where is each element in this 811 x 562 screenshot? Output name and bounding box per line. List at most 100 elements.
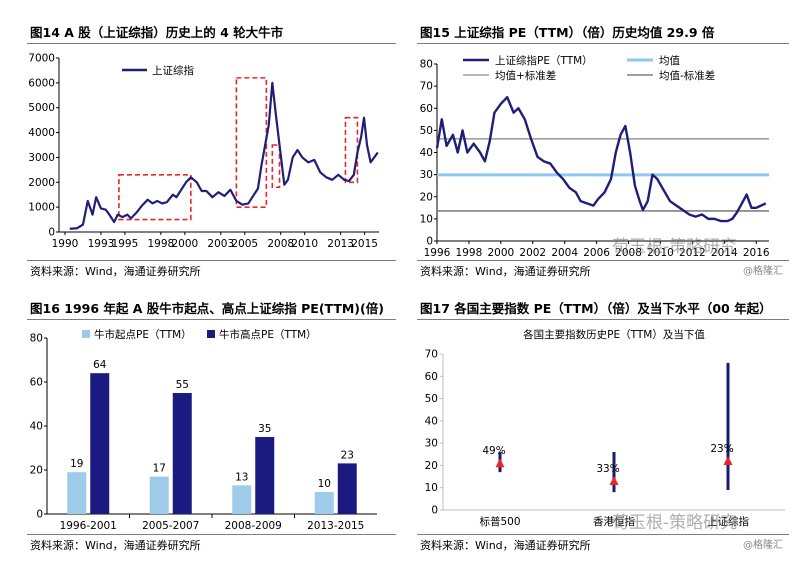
x-tick-label: 2012 xyxy=(679,247,706,259)
percentile-label: 33% xyxy=(596,463,619,475)
y-tick-label: 80 xyxy=(30,333,43,345)
y-tick-label: 40 xyxy=(30,421,43,433)
chart-panel-17: 图17 各国主要指数 PE（TTM）（倍）及当下水平（00 年起） 各国主要指数… xyxy=(417,298,789,556)
x-tick-label: 2005 xyxy=(231,238,258,250)
legend-label: 牛市高点PE（TTM） xyxy=(219,328,317,341)
y-tick-label: 5000 xyxy=(28,102,55,114)
x-tick-label: 2013-2015 xyxy=(307,520,364,532)
x-tick-label: 1993 xyxy=(88,238,115,250)
x-tick-label: 2000 xyxy=(487,247,514,259)
current-pe-marker xyxy=(495,458,505,468)
bar-peak-pe xyxy=(337,463,357,514)
y-tick-label: 60 xyxy=(425,371,438,383)
highlight-box xyxy=(344,116,359,184)
source-text: 资料来源：Wind，海通证券研究所 xyxy=(30,265,201,278)
data-label: 17 xyxy=(153,463,166,475)
bar-peak-pe xyxy=(172,393,192,514)
bar-chart-svg: 0 20 40 60 80 1996-2001 19 64 2005-2007 17 55 2008-… xyxy=(30,328,377,532)
x-tick-label: 2005-2007 xyxy=(142,520,199,532)
y-tick-label: 3000 xyxy=(28,152,55,164)
y-tick-label: 1000 xyxy=(28,202,55,214)
y-tick-label: 7000 xyxy=(28,53,55,65)
y-tick-label: 80 xyxy=(420,59,433,71)
x-tick-label: 2016 xyxy=(743,247,770,259)
x-tick-label: 2008 xyxy=(615,247,642,259)
source-text: 资料来源：Wind，海通证券研究所 xyxy=(420,539,591,552)
series-line-pe xyxy=(435,95,767,223)
highlight-box xyxy=(271,144,281,189)
y-tick-label: 0 xyxy=(431,505,438,517)
x-tick-label: 1998 xyxy=(148,238,175,250)
y-tick-label: 30 xyxy=(425,438,438,450)
x-tick-label: 2003 xyxy=(207,238,234,250)
highlight-box xyxy=(235,77,268,208)
range-chart-svg: 各国主要指数历史PE（TTM）及当下值 0 10 20 30 40 50 60 70 49% 标普5… xyxy=(425,328,785,528)
y-tick-label: 10 xyxy=(420,213,433,225)
x-tick-label: 1996-2001 xyxy=(60,520,117,532)
chart-source: 资料来源：Wind，海通证券研究所 xyxy=(27,534,396,556)
chart-title: 图14 A 股（上证综指）历史上的 4 轮大牛市 xyxy=(27,22,396,44)
x-tick-label: 2008 xyxy=(267,238,294,250)
chart-title: 图16 1996 年起 A 股牛市起点、高点上证综指 PE(TTM)(倍) xyxy=(27,298,396,320)
y-tick-label: 70 xyxy=(425,349,438,361)
legend-swatch xyxy=(207,330,215,338)
bar-peak-pe xyxy=(255,437,275,514)
y-tick-label: 30 xyxy=(420,169,433,181)
x-tick-label: 标普500 xyxy=(479,515,520,528)
x-tick-label: 2004 xyxy=(551,247,578,259)
bar-start-pe xyxy=(232,485,252,514)
legend-label: 牛市起点PE（TTM） xyxy=(94,328,192,341)
y-tick-label: 0 xyxy=(36,509,43,521)
y-tick-label: 6000 xyxy=(28,77,55,89)
bar-peak-pe xyxy=(90,373,110,514)
highlight-box xyxy=(118,174,192,221)
y-tick-label: 4000 xyxy=(28,127,55,139)
x-tick-label: 2008-2009 xyxy=(225,520,282,532)
data-label: 13 xyxy=(235,471,248,483)
legend-label: 均值+标准差 xyxy=(495,69,556,82)
bar-start-pe xyxy=(67,472,87,514)
legend-label: 上证综指 xyxy=(152,64,194,77)
chart-panel-16: 图16 1996 年起 A 股牛市起点、高点上证综指 PE(TTM)(倍) 0 2… xyxy=(27,298,396,556)
x-tick-label: 2010 xyxy=(291,238,318,250)
percentile-label: 49% xyxy=(482,445,505,457)
x-tick-label: 2006 xyxy=(583,247,610,259)
chart-panel-15: 图15 上证综指 PE（TTM）（倍）历史均值 29.9 倍 0 10 20 30 40… xyxy=(417,22,789,282)
data-label: 23 xyxy=(341,449,354,461)
source-text: 资料来源：Wind，海通证券研究所 xyxy=(30,539,201,552)
x-tick-label: 2013 xyxy=(327,238,354,250)
legend-label: 上证综指PE（TTM） xyxy=(495,54,593,67)
y-tick-label: 40 xyxy=(425,415,438,427)
y-tick-label: 2000 xyxy=(28,177,55,189)
x-tick-label: 2002 xyxy=(519,247,546,259)
chart-source: 资料来源：Wind，海通证券研究所 @格隆汇 xyxy=(417,260,789,282)
line-chart-svg: 0 10 20 30 40 50 60 70 80 1996 1998 2000 2002 2004 200… xyxy=(420,54,770,259)
watermark-corner: @格隆汇 xyxy=(743,266,783,277)
source-text: 资料来源：Wind，海通证券研究所 xyxy=(420,265,591,278)
data-label: 35 xyxy=(258,423,271,435)
chart-title: 图17 各国主要指数 PE（TTM）（倍）及当下水平（00 年起） xyxy=(417,298,789,320)
x-tick-label: 2014 xyxy=(711,247,738,259)
y-tick-label: 20 xyxy=(420,191,433,203)
x-tick-label: 1998 xyxy=(456,247,483,259)
bar-start-pe xyxy=(314,492,334,514)
y-tick-label: 60 xyxy=(420,103,433,115)
y-tick-label: 20 xyxy=(30,465,43,477)
chart-source: 资料来源：Wind，海通证券研究所 @格隆汇 xyxy=(417,534,789,556)
data-label: 19 xyxy=(70,458,83,470)
data-label: 10 xyxy=(318,478,331,490)
current-pe-marker xyxy=(723,455,733,465)
chart-source: 资料来源：Wind，海通证券研究所 xyxy=(27,260,396,282)
legend-label: 均值 xyxy=(659,54,680,67)
data-label: 55 xyxy=(176,379,189,391)
y-tick-label: 60 xyxy=(30,377,43,389)
x-tick-label: 2010 xyxy=(647,247,674,259)
y-tick-label: 10 xyxy=(425,482,438,494)
x-tick-label: 2015 xyxy=(351,238,378,250)
x-tick-label: 香港恒指 xyxy=(593,515,635,528)
y-tick-label: 40 xyxy=(420,147,433,159)
y-tick-label: 0 xyxy=(426,236,433,248)
x-tick-label: 1996 xyxy=(424,247,451,259)
legend-swatch xyxy=(82,330,90,338)
